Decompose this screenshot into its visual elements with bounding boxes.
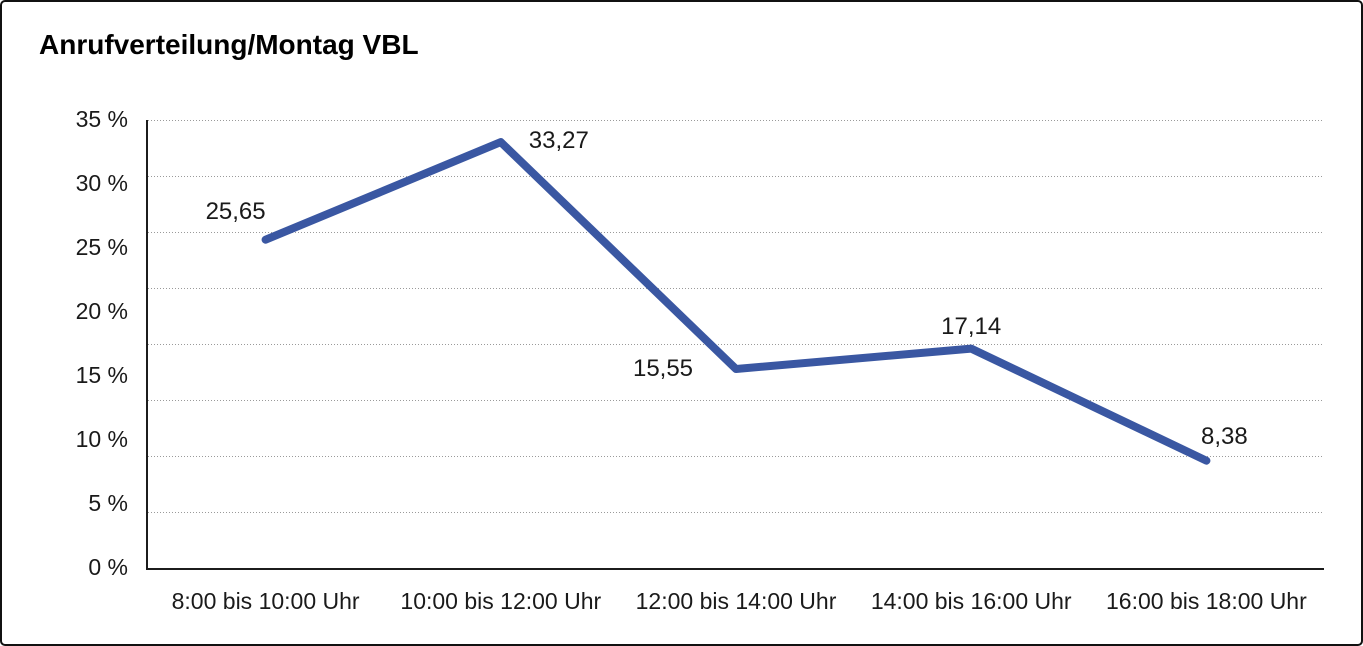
x-axis-tick-label: 16:00 bis 18:00 Uhr bbox=[1106, 588, 1307, 614]
horizontal-gridline bbox=[148, 344, 1324, 345]
data-value-label: 15,55 bbox=[632, 354, 694, 382]
horizontal-gridline bbox=[148, 512, 1324, 513]
chart-title: Anrufverteilung/Montag VBL bbox=[39, 29, 419, 60]
horizontal-gridline bbox=[148, 120, 1324, 121]
data-value-label: 8,38 bbox=[1201, 422, 1248, 450]
data-value-label: 25,65 bbox=[205, 197, 266, 225]
plot-area bbox=[146, 120, 1324, 570]
x-axis-tick-label: 10:00 bis 12:00 Uhr bbox=[400, 588, 602, 614]
data-line-series bbox=[261, 138, 1211, 465]
y-axis-tick-label: 30 % bbox=[75, 169, 128, 196]
horizontal-gridline bbox=[148, 456, 1324, 457]
y-axis-tick-label: 25 % bbox=[75, 233, 128, 260]
data-value-label: 17,14 bbox=[941, 312, 1002, 340]
y-axis-tick-label: 20 % bbox=[75, 297, 128, 324]
horizontal-gridline bbox=[148, 400, 1324, 401]
horizontal-gridline bbox=[148, 232, 1324, 233]
y-axis-tick-label: 10 % bbox=[75, 425, 128, 452]
x-axis-tick-label: 12:00 bis 14:00 Uhr bbox=[635, 588, 837, 614]
y-axis-tick-label: 5 % bbox=[88, 489, 128, 516]
data-line bbox=[261, 138, 1211, 465]
y-axis-tick-label: 35 % bbox=[75, 105, 128, 132]
y-axis-tick-label: 15 % bbox=[75, 361, 128, 388]
y-axis-tick-label: 0 % bbox=[88, 553, 128, 580]
horizontal-gridline bbox=[148, 176, 1324, 177]
x-axis-tick-label: 14:00 bis 16:00 Uhr bbox=[870, 588, 1072, 614]
horizontal-gridline bbox=[148, 288, 1324, 289]
data-value-label: 33,27 bbox=[528, 127, 589, 155]
x-axis-tick-label: 8:00 bis 10:00 Uhr bbox=[171, 588, 360, 614]
